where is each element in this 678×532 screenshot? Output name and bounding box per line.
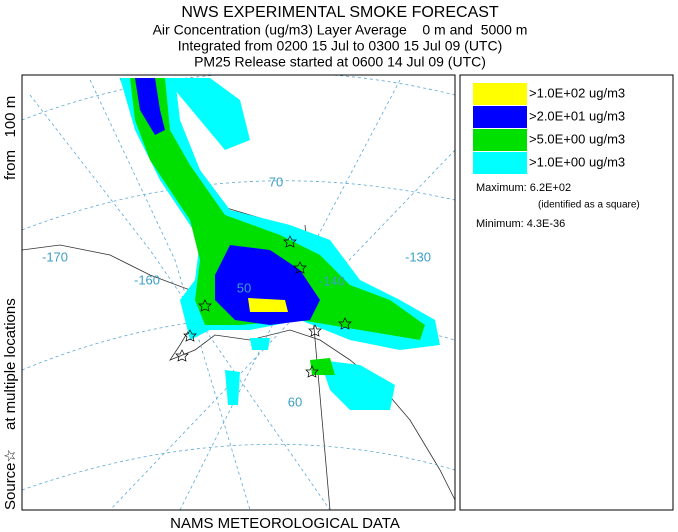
- map-frame: [21, 74, 456, 511]
- lat-label: 50: [237, 280, 251, 295]
- map: -170 -160 -140 -130 70 60 50: [21, 74, 456, 511]
- plume: [130, 78, 425, 340]
- maximum-note: (identified as a square): [538, 200, 640, 211]
- legend-label: >5.0E+00 ug/m3: [529, 131, 625, 146]
- legend-swatch: [473, 129, 527, 151]
- plume: [165, 78, 250, 150]
- graticule: [89, 79, 251, 510]
- plume: [250, 338, 270, 350]
- lon-label: -130: [405, 249, 431, 264]
- legend-swatch: [473, 83, 527, 105]
- lat-label: 70: [269, 174, 283, 189]
- subtitle: Air Concentration (ug/m3) Layer Average …: [153, 22, 528, 38]
- side-text: from 100 m: [2, 96, 19, 180]
- subtitle: PM25 Release started at 0600 14 Jul 09 (…: [194, 54, 486, 70]
- plume: [135, 78, 165, 135]
- subtitle: Integrated from 0200 15 Jul to 0300 15 J…: [178, 38, 503, 54]
- lon-label: -140: [319, 273, 345, 288]
- legend-swatch: [473, 152, 527, 174]
- legend-frame: [459, 74, 674, 511]
- legend-label: >2.0E+01 ug/m3: [529, 108, 625, 123]
- side-text: Source☆: [2, 449, 19, 510]
- legend-label: >1.0E+00 ug/m3: [529, 154, 625, 169]
- side-label: Source☆ at multiple locations from 100 m: [2, 96, 19, 510]
- title: NWS EXPERIMENTAL SMOKE FORECAST: [181, 4, 499, 21]
- plume: [320, 360, 395, 410]
- graticule: [22, 180, 455, 231]
- lon-label: -170: [42, 249, 68, 264]
- graticule: [22, 75, 455, 121]
- minimum: Minimum: 4.3E-36: [476, 218, 565, 230]
- plume: [225, 370, 240, 405]
- legend: Maximum: 6.2E+02 (identified as a square…: [459, 74, 674, 511]
- side-text: at multiple locations: [2, 298, 19, 430]
- graticule: [22, 443, 455, 491]
- legend-label: >1.0E+02 ug/m3: [529, 85, 625, 100]
- legend-swatch: [473, 106, 527, 128]
- lat-label: 60: [288, 394, 302, 409]
- plume: [215, 245, 320, 325]
- plume: [248, 298, 288, 312]
- lon-label: -160: [134, 272, 160, 287]
- maximum: Maximum: 6.2E+02: [476, 182, 571, 194]
- footer: NAMS METEOROLOGICAL DATA: [170, 515, 400, 532]
- sources: [175, 235, 352, 378]
- plume: [310, 358, 335, 375]
